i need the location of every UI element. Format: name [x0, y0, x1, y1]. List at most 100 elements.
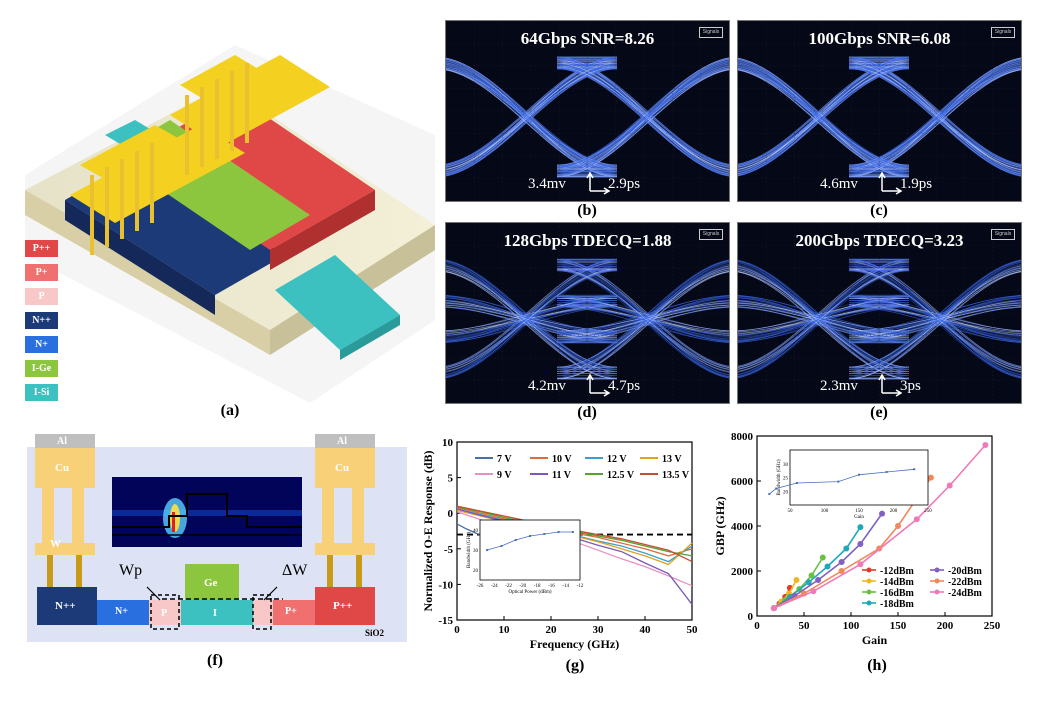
- legend-label: 7 V: [497, 454, 512, 465]
- caption-c: (c): [870, 202, 888, 219]
- eye-title: 128Gbps TDECQ=1.88: [503, 231, 672, 250]
- inset-point: [768, 493, 771, 495]
- legend-marker: [866, 567, 872, 573]
- label-i: I: [213, 608, 217, 619]
- data-point: [843, 545, 850, 552]
- x-tick-label: 0: [454, 624, 460, 636]
- x-tick-label: 50: [799, 620, 811, 632]
- y-tick-label: -15: [438, 615, 453, 627]
- caption-a: (a): [220, 402, 240, 419]
- legend-marker: [866, 589, 872, 595]
- legend-p: P: [25, 288, 58, 305]
- legend-label: 12 V: [607, 454, 627, 465]
- data-point: [810, 588, 817, 595]
- inset-y-tick-label: 20: [473, 569, 479, 574]
- eye-title: 64Gbps SNR=8.26: [520, 29, 655, 48]
- x-tick-label: 30: [593, 624, 605, 636]
- y-tick-label: 5: [448, 473, 454, 485]
- legend-p-plus-plus: P++: [25, 240, 58, 257]
- panel-f-cross-section: Al Al Cu Cu W Wp ΔW Ge N++ N+ P I P+ P++…: [27, 432, 407, 647]
- series-line: [773, 444, 987, 609]
- inset-x-label: Gain: [854, 515, 864, 520]
- inset-x-tick-label: 250: [924, 509, 932, 514]
- eye-title: 200Gbps TDECQ=3.23: [795, 231, 964, 250]
- label-cu-right: Cu: [335, 462, 350, 474]
- y-tick-label: 6000: [731, 476, 754, 488]
- time-scale: 3ps: [900, 378, 921, 394]
- scale-arrow-icon: [586, 171, 611, 195]
- y-tick-label: -5: [444, 544, 454, 556]
- inset-x-tick-label: 150: [855, 509, 863, 514]
- inset-point: [486, 549, 489, 551]
- device-3d-illustration: [25, 45, 435, 403]
- y-tick-label: 2000: [731, 566, 754, 578]
- inset-x-tick-label: 200: [890, 509, 898, 514]
- x-tick-label: 200: [937, 620, 954, 632]
- data-point: [815, 577, 822, 583]
- inset-y-tick-label: 30: [473, 549, 479, 554]
- data-point: [857, 524, 864, 531]
- x-tick-label: 0: [754, 620, 760, 632]
- x-axis-label: Gain: [862, 633, 888, 647]
- inset-x-tick-label: -20: [520, 584, 527, 589]
- label-cu-left: Cu: [55, 462, 70, 474]
- inset-y-label: Bandwidth (GHz): [467, 532, 472, 568]
- y-tick-label: 8000: [731, 431, 754, 443]
- eye-traces: [738, 56, 1021, 178]
- series-line: [773, 526, 862, 609]
- inset-point: [913, 468, 916, 471]
- label-al-right: Al: [337, 436, 347, 447]
- y-tick-label: -10: [438, 579, 453, 591]
- data-point: [838, 559, 845, 565]
- eye-tag: Signals: [991, 229, 1015, 240]
- chart-h-svg: 0 50 100 150 200 250 0 2000 4000 6000 8000 Gain GBP …: [713, 431, 1001, 674]
- voltage-scale: 4.6mv: [820, 176, 858, 192]
- legend-i-si: I-Si: [25, 384, 58, 401]
- legend-label: -12dBm: [880, 566, 915, 577]
- inset-y-tick-label: 20: [783, 490, 789, 495]
- inset-x-tick-label: -22: [505, 584, 512, 589]
- legend-label: 11 V: [552, 470, 572, 481]
- inset-point: [795, 482, 798, 484]
- data-point: [982, 442, 989, 448]
- inset-point: [500, 545, 503, 547]
- caption-h: (h): [867, 657, 887, 674]
- data-point: [808, 572, 815, 579]
- data-point: [857, 541, 864, 547]
- label-delta-w: ΔW: [282, 562, 308, 579]
- inset-point: [543, 533, 546, 535]
- caption-e: (e): [870, 404, 888, 421]
- voltage-scale: 2.3mv: [820, 378, 858, 394]
- legend-label: -24dBm: [948, 588, 983, 599]
- eye-diagram-c: Signals 100Gbps SNR=6.08 4.6mv 1.9ps: [737, 20, 1022, 202]
- legend-label: -14dBm: [880, 577, 915, 588]
- inset-point: [571, 531, 574, 533]
- inset-point: [885, 471, 888, 473]
- series-line: [773, 513, 883, 609]
- eye-diagram-d: Signals 128Gbps TDECQ=1.88 4.2mv 4.7ps: [445, 222, 730, 404]
- legend-i-ge: I-Ge: [25, 360, 58, 377]
- label-n-plus-plus: N++: [55, 600, 76, 612]
- chart-h: 0 50 100 150 200 250 0 2000 4000 6000 8000 Gain GBP …: [712, 428, 1012, 675]
- data-point: [819, 554, 826, 561]
- data-point: [824, 563, 831, 570]
- data-point: [913, 516, 920, 523]
- label-wp: Wp: [119, 562, 143, 579]
- voltage-scale: 3.4mv: [528, 176, 566, 192]
- time-scale: 2.9ps: [608, 176, 641, 192]
- y-tick-label: 10: [442, 437, 454, 449]
- eye-traces: [738, 258, 1021, 380]
- legend-label: -18dBm: [880, 599, 915, 610]
- legend-label: -16dBm: [880, 588, 915, 599]
- caption-f: (f): [207, 652, 223, 669]
- data-point: [770, 605, 777, 612]
- legend-label: 13.5 V: [662, 470, 690, 481]
- x-tick-label: 150: [890, 620, 907, 632]
- x-tick-label: 10: [499, 624, 511, 636]
- time-scale: 4.7ps: [608, 378, 641, 394]
- y-axis-label: Normalized O-E Response (dB): [421, 451, 435, 612]
- eye-diagram-e: Signals 200Gbps TDECQ=3.23 2.3mv 3ps: [737, 222, 1022, 404]
- scale-arrow-icon: [878, 373, 903, 397]
- x-tick-label: 50: [687, 624, 699, 636]
- inset-y-label: Bandwidth (GHz): [777, 459, 782, 495]
